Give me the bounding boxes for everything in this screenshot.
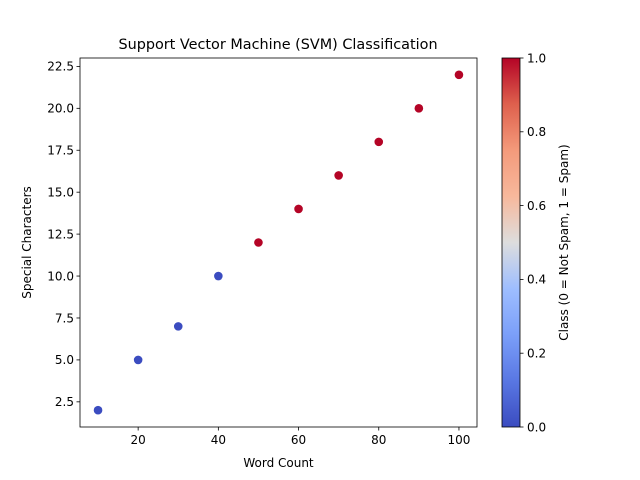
y-tick-label: 5.0 — [55, 353, 74, 367]
spam-point — [294, 204, 303, 214]
chart-title: Support Vector Machine (SVM) Classificat… — [118, 37, 437, 53]
x-axis-label: Word Count — [243, 456, 314, 470]
y-tick-label: 22.5 — [47, 60, 74, 74]
not-spam-point — [133, 355, 143, 365]
y-tick-label: 12.5 — [47, 227, 74, 241]
colorbar-tick-label: 0.4 — [527, 273, 546, 287]
colorbar — [502, 58, 520, 427]
y-axis-label: Special Characters — [20, 186, 34, 299]
spam-point — [334, 171, 343, 180]
colorbar-frame — [501, 57, 521, 428]
x-axis-ticks: 20 40 60 80 100 — [131, 427, 471, 447]
x-tick-label: 60 — [291, 433, 306, 447]
spam-point — [454, 70, 464, 80]
x-tick-label: 80 — [371, 433, 386, 447]
y-tick-label: 7.5 — [55, 311, 74, 325]
data-points — [93, 70, 464, 415]
colorbar-label: Class (0 = Not Spam, 1 = Spam) — [557, 144, 571, 340]
colorbar-tick-label: 0.8 — [527, 125, 546, 139]
y-tick-label: 10.0 — [47, 269, 74, 283]
x-tick-label: 40 — [211, 433, 226, 447]
not-spam-point — [214, 271, 223, 281]
y-tick-label: 20.0 — [47, 102, 74, 116]
colorbar-tick-label: 1.0 — [527, 51, 546, 65]
y-axis-ticks: 2.5 5.0 7.5 10.0 12.5 15.0 17.5 20.0 22.5 — [47, 60, 80, 409]
y-tick-label: 17.5 — [47, 144, 74, 158]
colorbar-ticks: 0.0 0.2 0.4 0.6 0.8 1.0 — [520, 51, 546, 434]
colorbar-tick-label: 0.2 — [527, 347, 546, 361]
x-tick-label: 20 — [131, 433, 146, 447]
y-tick-label: 2.5 — [55, 395, 74, 409]
not-spam-point — [173, 322, 183, 331]
plot-area-frame — [79, 57, 478, 428]
colorbar-tick-label: 0.0 — [527, 420, 546, 434]
not-spam-point — [93, 405, 103, 415]
spam-point — [254, 238, 263, 247]
spam-point — [374, 137, 384, 147]
y-tick-label: 15.0 — [47, 185, 74, 199]
x-tick-label: 100 — [448, 433, 471, 447]
colorbar-tick-label: 0.6 — [527, 199, 546, 213]
spam-point — [414, 104, 424, 113]
